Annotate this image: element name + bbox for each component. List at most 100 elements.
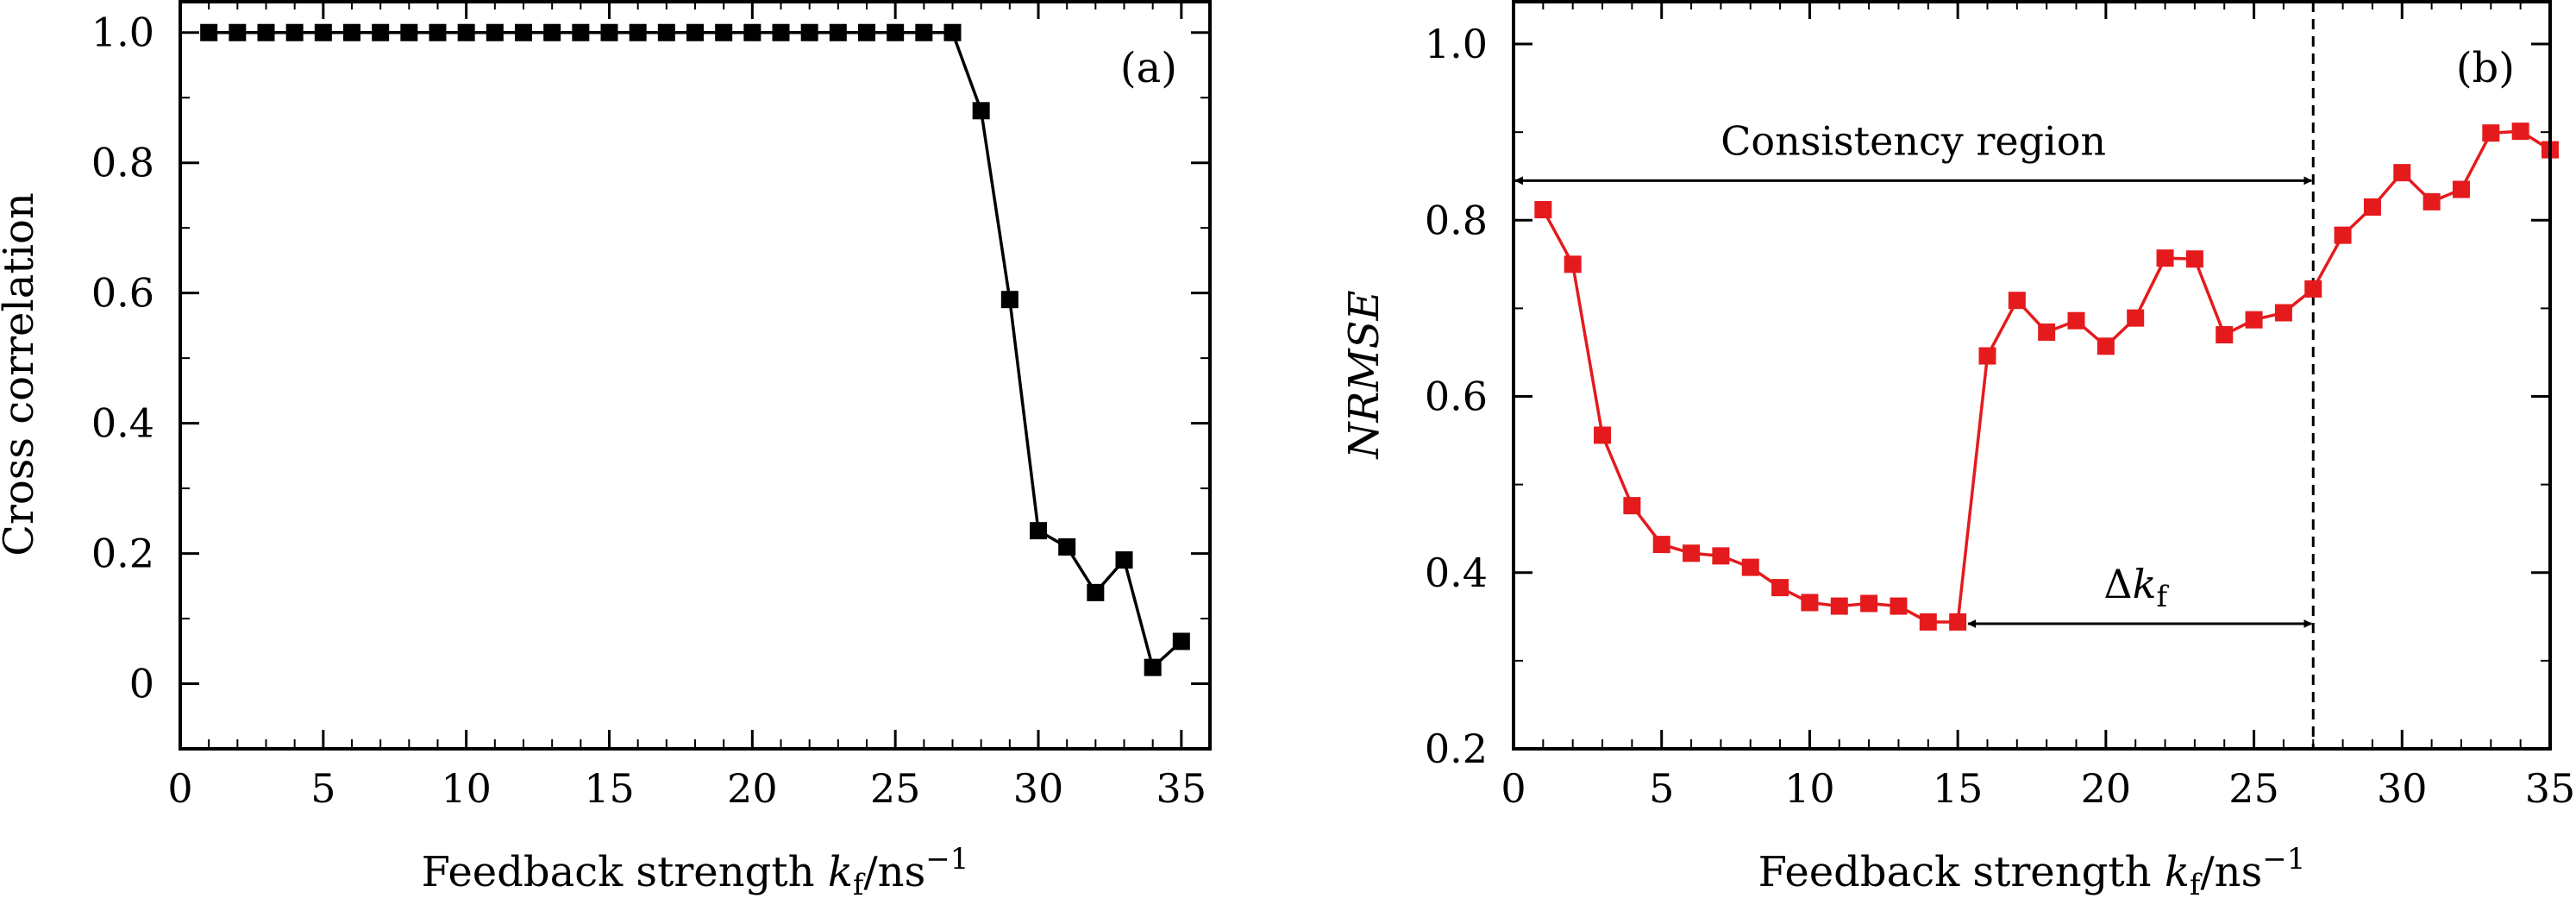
data-point [2393, 164, 2411, 182]
panel-b-frame [1512, 0, 2552, 751]
data-point [715, 23, 733, 41]
data-point [2067, 311, 2085, 330]
data-point [2245, 311, 2263, 329]
data-point [1712, 547, 1730, 565]
data-point [1860, 594, 1878, 613]
panel-a-label: (a) [1120, 44, 1177, 92]
data-point [1030, 522, 1047, 540]
data-point [1115, 551, 1133, 569]
data-point [2482, 124, 2500, 142]
x-tick-label: 25 [2228, 765, 2279, 812]
data-point [572, 23, 590, 41]
data-point [1771, 579, 1789, 597]
data-point [1890, 597, 1908, 615]
y-tick-label: 0.6 [1425, 374, 1488, 420]
panel-a-xlabel: Feedback strength kf/ns−1 [422, 842, 969, 902]
data-point [400, 23, 418, 41]
data-point [372, 23, 390, 41]
panel-b-xlabel-k: k [2165, 848, 2190, 896]
data-point [772, 23, 790, 41]
y-tick-label: 0.2 [91, 531, 154, 577]
data-point [2511, 123, 2529, 141]
panel-a-frame [179, 0, 1212, 751]
data-point [229, 23, 247, 41]
y-tick-label: 0.8 [1425, 197, 1488, 243]
delta-kf-label: Δkf [2103, 561, 2169, 614]
data-point [457, 23, 475, 41]
panel-a-ylabel: Cross correlation [0, 192, 43, 556]
x-tick-label: 20 [727, 765, 778, 812]
panel-a-xlabel-sup: −1 [925, 842, 968, 876]
data-point [629, 23, 647, 41]
y-tick-label: 0.2 [1425, 726, 1488, 772]
y-tick-label: 0.4 [91, 400, 154, 447]
data-point [2274, 304, 2292, 322]
panel-a-ticks: 0 5 10 15 20 25 30 35 0 0.2 0.4 0.6 0.8 1.0 [91, 0, 1211, 812]
panel-b-xlabel-sub: f [2190, 868, 2203, 902]
x-tick-label: 0 [1501, 765, 1526, 812]
data-point [429, 23, 447, 41]
data-point [972, 102, 990, 120]
panel-b-series [1534, 123, 2559, 631]
x-tick-label: 5 [1649, 765, 1674, 812]
delta-sub: f [2156, 580, 2169, 614]
x-tick-label: 15 [584, 765, 635, 812]
panel-a-xlabel-k: k [828, 848, 853, 896]
data-point [2334, 226, 2352, 244]
data-point [2008, 292, 2026, 310]
data-point [2097, 337, 2115, 355]
data-point [1172, 632, 1190, 650]
data-point [743, 23, 762, 41]
data-point [2422, 192, 2441, 210]
data-point [686, 23, 704, 41]
y-tick-label: 0.8 [91, 140, 154, 186]
data-point [600, 23, 618, 41]
data-point [1058, 538, 1076, 556]
x-tick-label: 0 [167, 765, 192, 812]
data-point [1652, 536, 1670, 554]
data-point [2216, 326, 2234, 344]
data-point [2156, 249, 2174, 267]
panel-b-xlabel: Feedback strength kf/ns−1 [1758, 842, 2306, 902]
data-point [200, 23, 218, 41]
data-point [2127, 309, 2145, 327]
data-point [943, 23, 962, 41]
data-point [1978, 347, 1996, 365]
panel-a-series [200, 23, 1190, 676]
data-point [314, 23, 332, 41]
data-point [1534, 201, 1552, 219]
data-point [1564, 255, 1582, 273]
panel-b-xlabel-prefix: Feedback strength [1758, 848, 2165, 896]
panel-a-xlabel-prefix: Feedback strength [422, 848, 828, 896]
y-tick-label: 1.0 [1425, 21, 1488, 67]
data-point [486, 23, 504, 41]
data-point [2185, 250, 2203, 268]
data-point [2304, 280, 2322, 298]
panel-b: 0 5 10 15 20 25 30 35 0.2 0.4 0.6 0.8 1.0 Consistenc… [1340, 0, 2575, 902]
y-tick-label: 0 [129, 661, 154, 707]
x-tick-label: 10 [1784, 765, 1835, 812]
y-tick-label: 1.0 [91, 9, 154, 56]
x-tick-label: 10 [441, 765, 492, 812]
panel-b-xlabel-unit: /ns [2201, 848, 2263, 896]
y-tick-label: 0.6 [91, 270, 154, 317]
data-point [1683, 544, 1701, 562]
panel-a-xlabel-sub: f [853, 868, 866, 902]
delta-k: k [2133, 561, 2157, 607]
panel-a-xlabel-unit: /ns [864, 848, 926, 896]
data-point [1949, 613, 1967, 631]
x-tick-label: 30 [1013, 765, 1064, 812]
data-point [1087, 583, 1105, 601]
x-tick-label: 15 [1933, 765, 1984, 812]
data-point [800, 23, 818, 41]
panel-b-ylabel: NRMSE [1340, 290, 1388, 459]
panel-b-label: (b) [2456, 44, 2515, 92]
series-line [209, 30, 1183, 670]
x-tick-label: 30 [2377, 765, 2428, 812]
x-tick-label: 20 [2081, 765, 2132, 812]
data-point [915, 23, 933, 41]
data-point [1594, 426, 1612, 444]
x-tick-label: 5 [310, 765, 335, 812]
